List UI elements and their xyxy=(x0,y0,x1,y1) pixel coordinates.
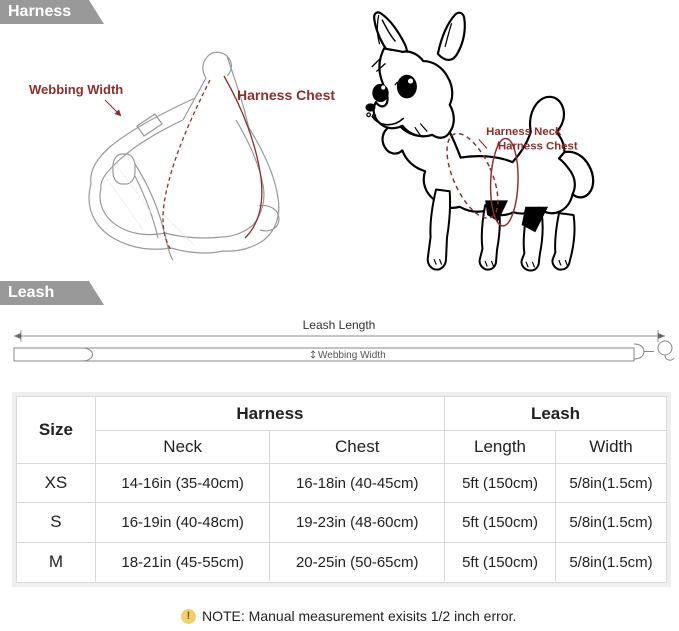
svg-text:Harness Chest: Harness Chest xyxy=(237,87,335,103)
svg-text:Harness Chest: Harness Chest xyxy=(498,140,578,152)
svg-text:Webbing Width: Webbing Width xyxy=(318,350,386,361)
svg-text:Harness Neck: Harness Neck xyxy=(486,126,562,138)
svg-text:Leash Length: Leash Length xyxy=(303,318,376,332)
svg-text:Webbing Width: Webbing Width xyxy=(29,82,123,97)
